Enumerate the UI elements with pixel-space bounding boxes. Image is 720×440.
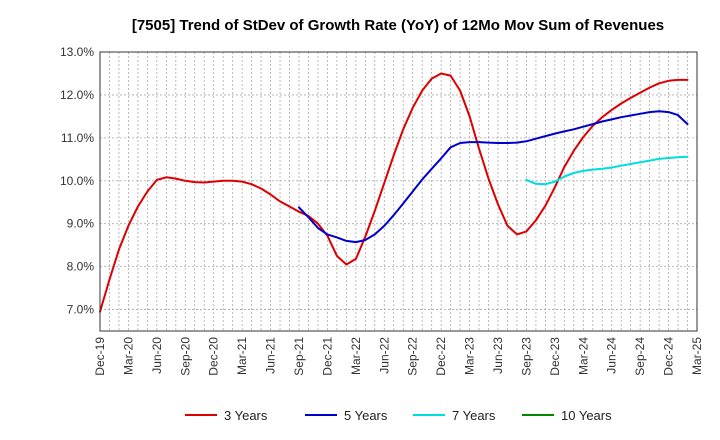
x-tick-label: Jun-22: [377, 337, 391, 374]
x-axis: Dec-19 Mar-20 Jun-20 Sep-20 Dec-20 Mar-21 Jun-…: [93, 337, 704, 376]
y-tick-label: 11.0%: [61, 131, 94, 145]
legend: 3 Years 5 Years 7 Years 10 Years: [185, 408, 612, 423]
x-tick-label: Sep-23: [519, 337, 533, 376]
plot-frame: [99, 51, 698, 332]
y-tick-label: 8.0%: [67, 260, 95, 274]
x-tick-label: Dec-23: [548, 337, 562, 376]
series-layer: [99, 72, 689, 313]
x-tick-label: Jun-21: [264, 337, 278, 374]
x-tick-label: Jun-20: [150, 337, 164, 374]
y-tick-label: 12.0%: [60, 88, 94, 102]
x-tick-label: Jun-24: [605, 337, 619, 374]
y-axis: 7.0% 8.0% 9.0% 10.0% 11.0% 12.0% 13.0%: [60, 45, 94, 317]
series-line-5-years: [298, 110, 689, 244]
legend-label: 5 Years: [344, 408, 388, 423]
x-tick-label: Sep-22: [406, 337, 420, 376]
x-tick-label: Dec-19: [93, 337, 107, 376]
x-tick-label: Mar-22: [349, 337, 363, 375]
x-tick-label: Mar-23: [463, 337, 477, 375]
legend-label: 7 Years: [452, 408, 496, 423]
x-tick-label: Dec-21: [320, 337, 334, 376]
y-tick-label: 9.0%: [67, 217, 95, 231]
x-tick-label: Mar-24: [576, 337, 590, 375]
x-tick-label: Dec-22: [434, 337, 448, 376]
x-tick-label: Mar-25: [690, 337, 704, 375]
series-line-3-years: [99, 72, 689, 313]
legend-label: 10 Years: [561, 408, 612, 423]
chart-title: [7505] Trend of StDev of Growth Rate (Yo…: [132, 17, 664, 34]
y-tick-label: 13.0%: [60, 45, 94, 59]
legend-label: 3 Years: [224, 408, 268, 423]
y-tick-label: 10.0%: [60, 174, 94, 188]
x-tick-label: Dec-24: [662, 337, 676, 376]
x-tick-label: Sep-21: [292, 337, 306, 376]
plot-area: [100, 52, 697, 331]
x-tick-label: Mar-21: [235, 337, 249, 375]
x-tick-label: Dec-20: [207, 337, 221, 376]
x-tick-label: Sep-24: [633, 337, 647, 376]
x-tick-label: Sep-20: [178, 337, 192, 376]
y-tick-label: 7.0%: [67, 303, 95, 317]
x-tick-label: Jun-23: [491, 337, 505, 374]
series-line-7-years: [525, 155, 689, 186]
x-tick-label: Mar-20: [121, 337, 135, 375]
